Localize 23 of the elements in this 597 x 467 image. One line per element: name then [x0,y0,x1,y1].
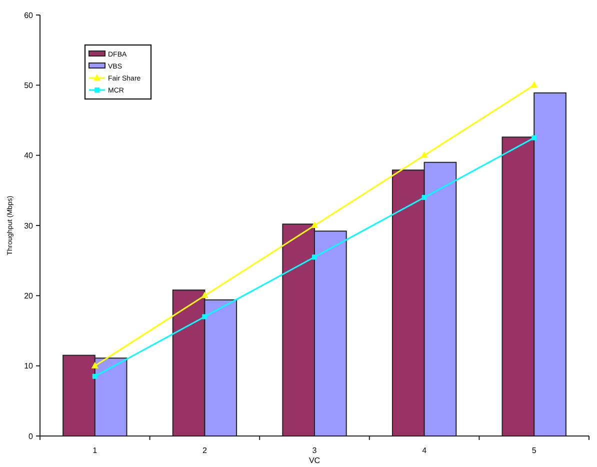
point [530,81,538,88]
y-tick-label: 50 [24,80,34,90]
y-tick-label: 10 [24,362,34,371]
x-tick-label: 1 [92,446,98,455]
point [422,194,427,200]
point [532,135,537,140]
y-tick-label: 20 [24,291,34,300]
x-tick-label: 5 [532,446,537,455]
x-tick-label: 4 [422,446,428,455]
point [91,362,98,368]
x-axis-title: VC [308,456,320,465]
point [202,314,208,320]
point [312,254,317,260]
point [420,151,428,158]
y-tick-label: 60 [24,10,34,20]
x-tick-label: 2 [202,446,208,455]
point [311,222,318,228]
point [92,374,98,379]
y-tick-label: 40 [24,151,34,160]
point [201,292,208,298]
y-tick-label: 30 [24,221,34,230]
x-tick-label: 3 [312,446,318,455]
y-tick-label: 0 [28,432,34,441]
